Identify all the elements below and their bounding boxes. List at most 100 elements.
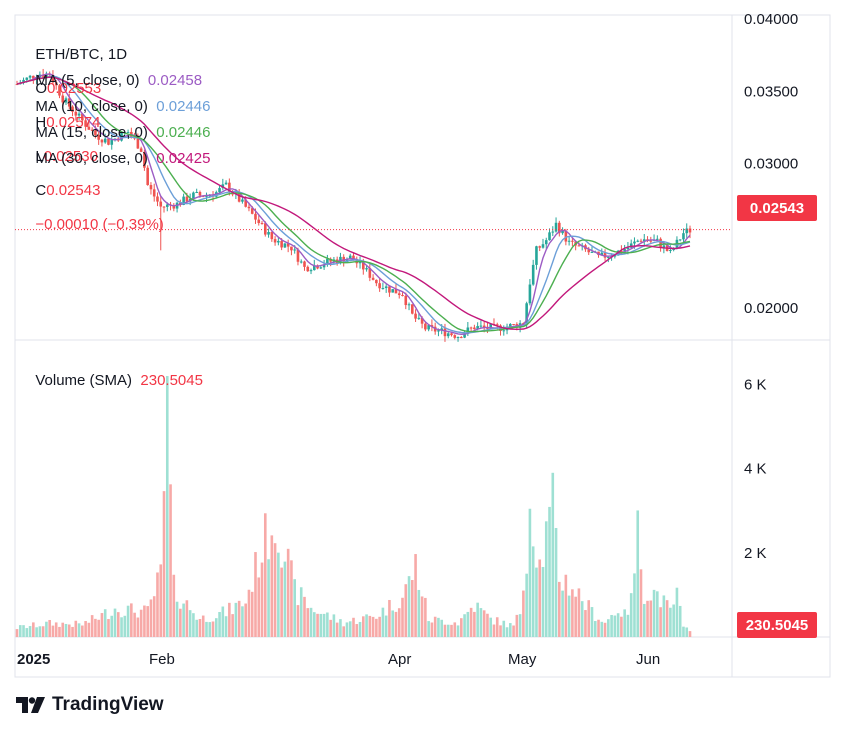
candle-body	[633, 241, 636, 244]
candle-body	[319, 267, 323, 269]
volume-bar	[316, 613, 319, 637]
volume-bar	[446, 624, 450, 637]
candle-body	[299, 261, 303, 263]
candle-body	[391, 289, 395, 293]
candle-body	[404, 295, 408, 306]
candle-body	[528, 284, 532, 304]
volume-bar	[554, 527, 558, 637]
volume-bars	[15, 376, 692, 637]
low-label: L	[35, 148, 44, 165]
volume-bar	[120, 617, 123, 637]
candle-body	[303, 261, 306, 267]
volume-bar	[133, 612, 136, 637]
volume-bar	[365, 614, 368, 637]
candle-body	[489, 324, 493, 329]
ma15-value: 0.02446	[156, 124, 211, 141]
candle-body	[669, 250, 672, 252]
volume-bar	[538, 559, 542, 637]
volume-bar	[381, 607, 385, 637]
candle-body	[182, 196, 185, 205]
volume-bar	[391, 610, 395, 637]
time-tick-label: May	[508, 651, 537, 668]
high-value: 0.02574	[46, 114, 101, 131]
candle-body	[192, 192, 195, 199]
volume-bar	[81, 625, 84, 637]
candle-body	[71, 106, 74, 112]
volume-bar	[682, 626, 685, 637]
volume-bar	[136, 617, 140, 637]
candle-body	[620, 250, 623, 253]
candle-body	[541, 244, 545, 248]
volume-bar	[293, 579, 296, 637]
volume-bar	[358, 621, 362, 637]
volume-bar	[486, 613, 489, 637]
candle-body	[103, 138, 107, 143]
volume-bar	[509, 623, 512, 637]
ma10-legend[interactable]: MA (10, close, 0) 0.02446	[27, 81, 210, 115]
candle-body	[270, 232, 274, 240]
ma30-legend[interactable]: MA (30, close, 0) 0.02425	[27, 133, 210, 167]
candle-body	[551, 231, 555, 233]
volume-bar	[277, 552, 280, 637]
volume-bar	[208, 622, 212, 637]
candle-body	[469, 327, 473, 329]
volume-bar	[113, 608, 117, 637]
candle-body	[659, 238, 662, 248]
candle-body	[642, 239, 646, 242]
price-tick-label: 0.03500	[744, 83, 798, 100]
symbol-label[interactable]: ETH/BTC, 1D	[35, 46, 128, 63]
volume-bar	[420, 596, 424, 637]
candle-body	[626, 247, 630, 250]
volume-bar	[646, 600, 649, 637]
candle-body	[348, 255, 352, 260]
candle-body	[110, 139, 114, 145]
volume-bar	[375, 618, 378, 637]
candle-body	[228, 182, 231, 193]
volume-bar	[597, 619, 600, 637]
tradingview-brand[interactable]: TradingView	[16, 694, 164, 716]
time-tick-label: Feb	[149, 651, 175, 668]
candle-body	[587, 249, 591, 253]
volume-bar	[58, 626, 61, 637]
volume-legend[interactable]: Volume (SMA) 230.5045	[27, 355, 203, 389]
volume-bar	[669, 607, 672, 637]
volume-bar	[257, 577, 261, 637]
volume-bar	[18, 625, 22, 637]
volume-bar	[286, 548, 290, 637]
volume-bar	[319, 613, 323, 637]
candle-body	[22, 79, 25, 83]
candle-body	[67, 98, 71, 107]
volume-bar	[616, 613, 620, 637]
ma15-legend[interactable]: MA (15, close, 0) 0.02446	[27, 107, 210, 141]
volume-bar	[430, 622, 434, 637]
candle-body	[87, 126, 91, 130]
ma10-label: MA (10, close, 0)	[35, 98, 148, 115]
volume-bar	[221, 606, 225, 637]
ma5-legend[interactable]: MA (5, close, 0) 0.02458	[27, 55, 202, 89]
time-tick-label: Jun	[636, 651, 660, 668]
candle-body	[430, 325, 434, 327]
volume-bar	[603, 622, 607, 637]
volume-bar	[87, 622, 91, 637]
candle-body	[224, 182, 228, 185]
candle-body	[45, 73, 48, 77]
volume-bar	[512, 625, 515, 637]
volume-bar	[309, 607, 313, 637]
volume-bar	[652, 589, 656, 637]
volume-bar	[505, 627, 509, 637]
last-price-tag: 0.02543	[737, 195, 817, 221]
candle-body	[450, 333, 453, 336]
volume-bar	[620, 616, 623, 637]
volume-bar	[175, 601, 179, 637]
volume-bar	[348, 621, 352, 637]
volume-bar	[38, 626, 42, 637]
volume-bar	[335, 622, 339, 637]
candle-body	[678, 239, 682, 241]
volume-bar	[401, 597, 404, 637]
candle-body	[623, 249, 626, 253]
volume-bar	[74, 620, 78, 637]
volume-bar	[165, 376, 169, 637]
candle-body	[90, 129, 94, 131]
candle-body	[94, 130, 97, 136]
